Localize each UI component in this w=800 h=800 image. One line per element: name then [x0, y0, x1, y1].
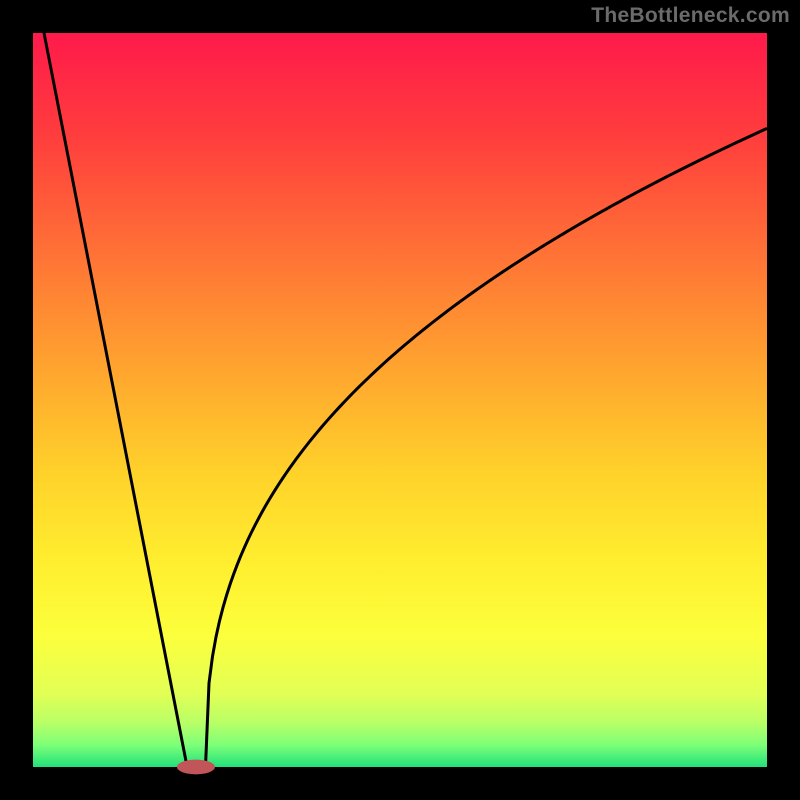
bottleneck-marker	[177, 760, 215, 775]
chart-stage: TheBottleneck.com	[0, 0, 800, 800]
bottleneck-chart	[0, 0, 800, 800]
plot-background	[33, 33, 767, 767]
watermark-text: TheBottleneck.com	[591, 4, 790, 28]
